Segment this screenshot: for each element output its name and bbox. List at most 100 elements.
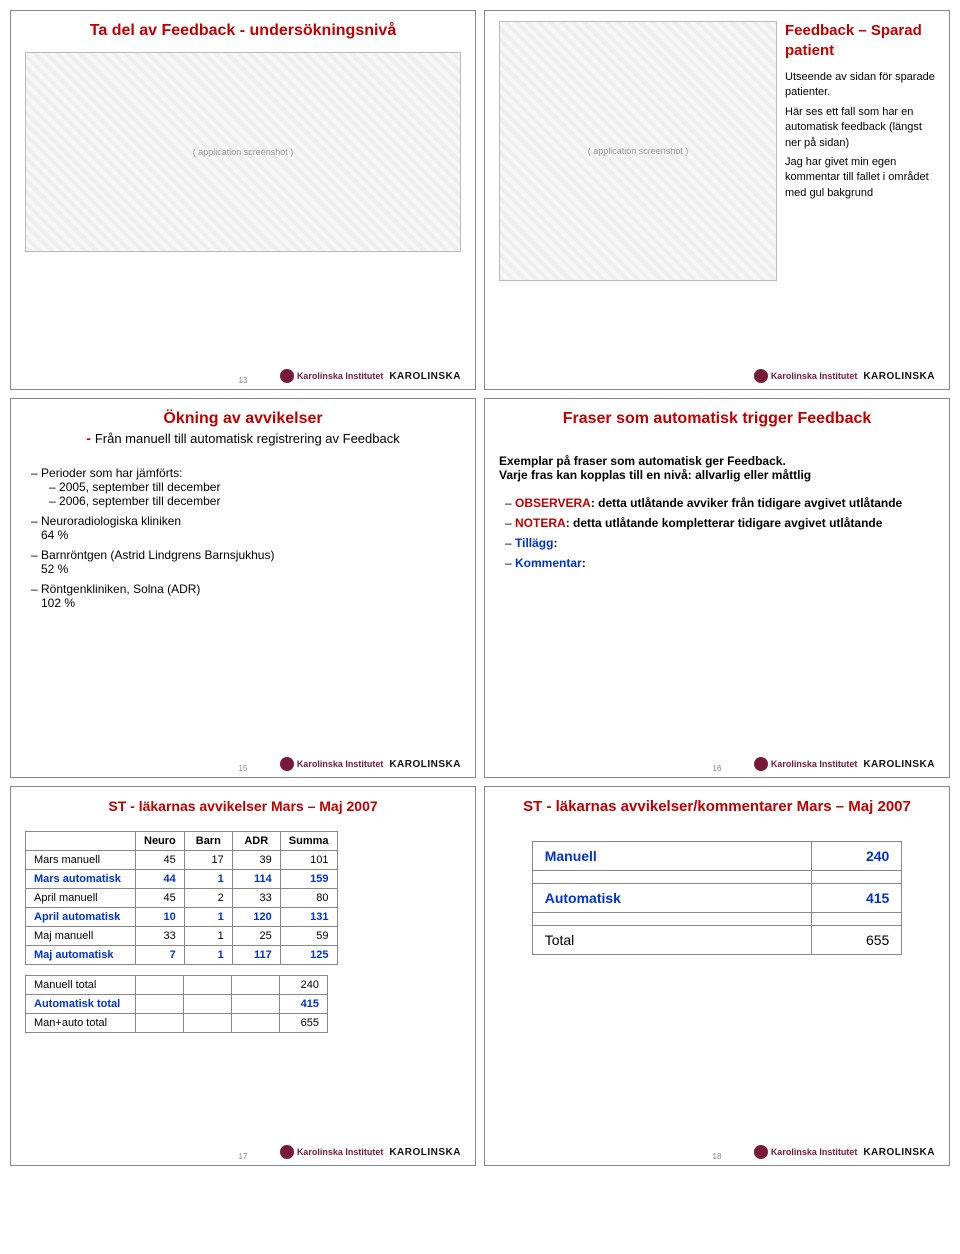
table-cell: 33 [232, 889, 280, 908]
slide-title: ST - läkarnas avvikelser Mars – Maj 2007 [25, 797, 461, 815]
logo-karolinska: KAROLINSKA [863, 759, 935, 770]
list-item: OBSERVERA: detta utlåtande avviker från … [505, 496, 935, 510]
row-label: Automatisk total [26, 995, 136, 1014]
table-row: Maj manuell3312559 [26, 927, 338, 946]
slide-3: Ökning av avvikelser - Från manuell till… [10, 398, 476, 778]
table-cell: 39 [232, 851, 280, 870]
table-cell: 1 [184, 870, 232, 889]
slide-title: ST - läkarnas avvikelser/kommentarer Mar… [499, 797, 935, 817]
table-cell: 7 [136, 946, 185, 965]
table-cell: 159 [280, 870, 337, 889]
table-cell: 1 [184, 946, 232, 965]
table-cell: 1 [184, 908, 232, 927]
table-row: Automatisk415 [532, 883, 902, 912]
list-item: 2005, september till december [49, 480, 461, 494]
logo-karolinska-institutet: Karolinska Institutet [754, 757, 858, 771]
subline: Från manuell till automatisk registrerin… [95, 431, 400, 446]
page-number: 13 [239, 376, 248, 385]
table-cell: 44 [136, 870, 185, 889]
table-cell: 415 [812, 883, 902, 912]
table-cell: 59 [280, 927, 337, 946]
table-cell: 655 [812, 925, 902, 954]
logo-karolinska: KAROLINSKA [863, 1147, 935, 1158]
list-item: Perioder som har jämförts: 2005, septemb… [31, 466, 461, 508]
table-header: Barn [184, 832, 232, 851]
table-cell: 114 [232, 870, 280, 889]
list-item: NOTERA: detta utlåtande kompletterar tid… [505, 516, 935, 530]
logo-karolinska-institutet: Karolinska Institutet [754, 369, 858, 383]
period-list: Perioder som har jämförts: 2005, septemb… [25, 466, 461, 508]
logo-karolinska-institutet: Karolinska Institutet [280, 757, 384, 771]
table-cell: 45 [136, 851, 185, 870]
row-label: Maj automatisk [26, 946, 136, 965]
row-label: Manuell total [26, 976, 136, 995]
screenshot-placeholder: ( application screenshot ) [25, 52, 461, 252]
subline-prefix: - [86, 430, 95, 446]
table-row: Mars manuell451739101 [26, 851, 338, 870]
table-header [26, 832, 136, 851]
note: Utseende av sidan för sparade patienter. [785, 70, 935, 101]
table-cell: 240 [280, 976, 328, 995]
slide-4: Fraser som automatisk trigger Feedback E… [484, 398, 950, 778]
page-number: 16 [713, 764, 722, 773]
slide-grid: Ta del av Feedback - undersökningsnivå (… [10, 10, 950, 1166]
table-cell: 240 [812, 841, 902, 870]
clinic-list: Neuroradiologiska kliniken64 % Barnröntge… [25, 514, 461, 610]
logo-karolinska: KAROLINSKA [863, 371, 935, 382]
logo-karolinska-institutet: Karolinska Institutet [280, 369, 384, 383]
table-row: April manuell4523380 [26, 889, 338, 908]
table-cell: 10 [136, 908, 185, 927]
page-number: 17 [239, 1152, 248, 1161]
slide-6: ST - läkarnas avvikelser/kommentarer Mar… [484, 786, 950, 1166]
intro-text: Exemplar på fraser som automatisk ger Fe… [499, 454, 935, 482]
table-row: Total655 [532, 925, 902, 954]
totals-table: Manuell total240Automatisk total415Man+a… [25, 975, 328, 1033]
table-cell: 131 [280, 908, 337, 927]
row-label: Maj manuell [26, 927, 136, 946]
list-item: Neuroradiologiska kliniken64 % [31, 514, 461, 542]
table-cell: 17 [184, 851, 232, 870]
row-label: Automatisk [532, 883, 812, 912]
table-header: ADR [232, 832, 280, 851]
slide-footer: Karolinska Institutet KAROLINSKA [499, 361, 935, 383]
table-cell: 2 [184, 889, 232, 908]
logo-karolinska-institutet: Karolinska Institutet [280, 1145, 384, 1159]
table-row: Manuell total 240 [26, 976, 328, 995]
logo-karolinska: KAROLINSKA [389, 371, 461, 382]
logo-karolinska: KAROLINSKA [389, 1147, 461, 1158]
list-item: Kommentar: [505, 556, 935, 570]
table-cell: 25 [232, 927, 280, 946]
row-label: Mars automatisk [26, 870, 136, 889]
table-cell: 45 [136, 889, 185, 908]
table-cell: 33 [136, 927, 185, 946]
table-row: Automatisk total415 [26, 995, 328, 1014]
list-item: Röntgenkliniken, Solna (ADR)102 % [31, 582, 461, 610]
list-item: Tillägg: [505, 536, 935, 550]
row-label: Manuell [532, 841, 812, 870]
table-cell: 120 [232, 908, 280, 927]
list-item: Barnröntgen (Astrid Lindgrens Barnsjukhu… [31, 548, 461, 576]
table-cell: 655 [280, 1014, 328, 1033]
note: Jag har givet min egen kommentar till fa… [785, 155, 935, 201]
table-header: Summa [280, 832, 337, 851]
table-cell: 80 [280, 889, 337, 908]
table-cell: 117 [232, 946, 280, 965]
page-number: 18 [713, 1152, 722, 1161]
list-item: 2006, september till december [49, 494, 461, 508]
logo-karolinska: KAROLINSKA [389, 759, 461, 770]
logo-karolinska-institutet: Karolinska Institutet [754, 1145, 858, 1159]
table-row: Mars automatisk441114159 [26, 870, 338, 889]
summary-table: Manuell240Automatisk415Total655 [532, 841, 903, 955]
slide-title: Ökning av avvikelser [163, 410, 322, 427]
slide-2: ( application screenshot ) Feedback – Sp… [484, 10, 950, 390]
slide-title: Fraser som automatisk trigger Feedback [499, 409, 935, 430]
table-row: Manuell240 [532, 841, 902, 870]
row-label: Mars manuell [26, 851, 136, 870]
phrase-list: OBSERVERA: detta utlåtande avviker från … [499, 496, 935, 570]
screenshot-placeholder: ( application screenshot ) [499, 21, 777, 281]
table-row: April automatisk101120131 [26, 908, 338, 927]
table-header: Neuro [136, 832, 185, 851]
table-cell: 1 [184, 927, 232, 946]
page-number: 15 [239, 764, 248, 773]
row-label: April manuell [26, 889, 136, 908]
